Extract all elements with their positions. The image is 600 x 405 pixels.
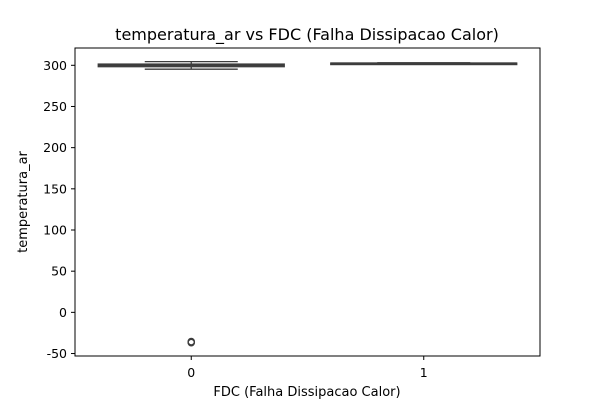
y-axis: -50 0 50 100 150 200 250 300 — [43, 58, 75, 361]
y-tick-label: 100 — [43, 223, 67, 238]
y-tick-label: 150 — [43, 181, 67, 196]
x-axis-label: FDC (Falha Dissipacao Calor) — [213, 385, 400, 400]
plot-area — [97, 60, 518, 347]
plot-frame — [74, 47, 541, 357]
x-tick-label: 1 — [420, 365, 428, 380]
y-tick-label: 0 — [59, 305, 67, 320]
y-tick-label: 300 — [43, 58, 67, 73]
box-group-1 — [330, 62, 518, 66]
outlier-point — [187, 338, 196, 347]
y-tick-label: 50 — [51, 264, 67, 279]
x-tick-label: 0 — [187, 365, 195, 380]
y-tick-label: -50 — [47, 346, 67, 361]
y-axis-label: temperatura_ar — [16, 150, 31, 252]
box-group-0 — [97, 60, 285, 347]
y-tick-label: 200 — [43, 140, 67, 155]
y-tick-label: 250 — [43, 99, 67, 114]
chart-title: temperatura_ar vs FDC (Falha Dissipacao … — [115, 25, 499, 45]
